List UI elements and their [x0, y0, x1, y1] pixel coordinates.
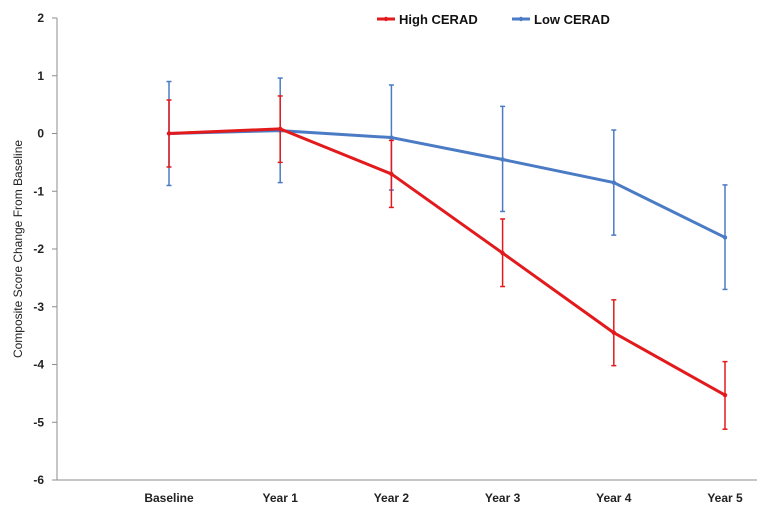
y-tick-label: -5 [33, 415, 44, 429]
data-point [500, 250, 505, 256]
data-point [722, 392, 728, 398]
data-point [278, 126, 283, 132]
x-tick-label: Year 5 [707, 491, 743, 505]
data-point [611, 180, 616, 185]
data-point [500, 157, 505, 162]
data-point [389, 135, 394, 140]
y-tick-label: -4 [33, 358, 44, 372]
series-layer [166, 77, 728, 430]
y-axis-title: Composite Score Change From Baseline [11, 140, 25, 358]
data-point [611, 330, 616, 335]
series-line [167, 129, 727, 239]
y-tick-label: -1 [33, 184, 44, 198]
series-low-cerad [166, 77, 728, 291]
x-tick-label: Year 1 [263, 491, 299, 505]
legend-item: Low CERAD [512, 12, 610, 27]
data-point [389, 171, 394, 177]
series-line [167, 127, 727, 397]
series-high-cerad [166, 95, 728, 430]
legend-label: Low CERAD [534, 12, 610, 27]
x-tick-label: Year 2 [374, 491, 410, 505]
data-point [722, 235, 728, 240]
y-tick-label: 2 [37, 11, 44, 25]
x-tick-label: Year 3 [485, 491, 521, 505]
legend-marker [518, 16, 524, 22]
data-point [166, 131, 172, 136]
y-tick-label: -2 [33, 242, 44, 256]
y-tick-label: -3 [33, 300, 44, 314]
legend-marker [383, 16, 389, 22]
y-tick-label: 0 [37, 127, 44, 141]
axes: 2 1 0 -1 -2 -3 -4 -5 -6 Baseline Year 1 Year 2 Year … [33, 11, 757, 505]
legend-label: High CERAD [399, 12, 478, 27]
x-tick-label: Baseline [144, 491, 194, 505]
y-tick-label: 1 [37, 69, 44, 83]
y-tick-label: -6 [33, 473, 44, 487]
x-tick-label: Year 4 [596, 491, 632, 505]
legend: High CERAD Low CERAD [377, 12, 610, 27]
legend-item: High CERAD [377, 12, 478, 27]
